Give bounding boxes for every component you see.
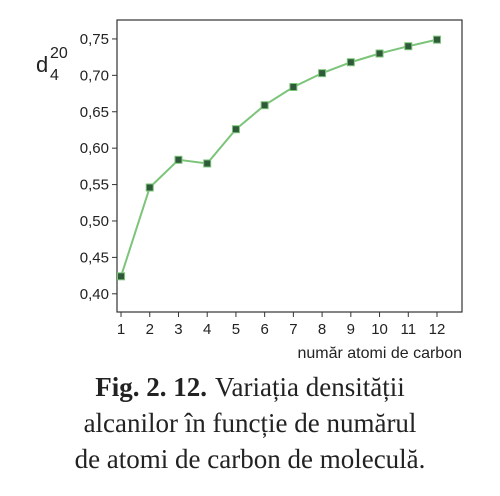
marker xyxy=(289,82,298,91)
x-tick-label: 6 xyxy=(260,321,268,338)
marker xyxy=(231,125,240,134)
x-tick-label: 8 xyxy=(318,321,326,338)
caption-text: alcanilor în funcție de numărul xyxy=(84,408,417,438)
marker xyxy=(260,101,269,110)
y-tick-label: 0,70 xyxy=(80,67,109,84)
x-tick-label: 12 xyxy=(429,321,446,338)
y-tick-label: 0,75 xyxy=(80,31,109,48)
y-label-subscript: 4 xyxy=(50,67,59,84)
y-label-symbol: d xyxy=(36,52,48,77)
x-tick-label: 2 xyxy=(146,321,154,338)
y-tick-label: 0,40 xyxy=(80,286,109,303)
x-tick-label: 1 xyxy=(117,321,125,338)
series-line xyxy=(120,38,438,277)
marker xyxy=(346,58,355,67)
x-tick-label: 3 xyxy=(174,321,182,338)
x-tick-label: 10 xyxy=(371,321,388,338)
y-tick-label: 0,50 xyxy=(80,213,109,230)
caption-line: Fig. 2. 12. Variația densității xyxy=(95,372,404,402)
marker xyxy=(375,49,384,58)
x-tick-label: 11 xyxy=(400,321,416,338)
marker xyxy=(203,159,212,168)
y-tick-label: 0,45 xyxy=(80,249,109,266)
y-tick-label: 0,55 xyxy=(80,177,109,194)
marker xyxy=(318,69,327,78)
y-label-superscript: 20 xyxy=(50,45,68,62)
x-label: număr atomi de carbon xyxy=(297,345,462,362)
caption-text: Variația densității xyxy=(215,372,405,402)
x-tick-label: 4 xyxy=(203,321,211,338)
caption-label: Fig. 2. 12. xyxy=(95,372,207,402)
y-tick-label: 0,65 xyxy=(80,104,109,121)
marker xyxy=(174,155,183,164)
x-tick-label: 5 xyxy=(232,321,240,338)
x-tick-label: 9 xyxy=(347,321,355,338)
marker xyxy=(433,35,442,44)
marker xyxy=(145,183,154,192)
marker xyxy=(404,42,413,51)
y-tick-label: 0,60 xyxy=(80,140,109,157)
marker xyxy=(117,272,126,281)
caption-text: de atomi de carbon de moleculă. xyxy=(75,444,426,474)
plot-frame xyxy=(116,19,463,313)
x-tick-label: 7 xyxy=(289,321,297,338)
